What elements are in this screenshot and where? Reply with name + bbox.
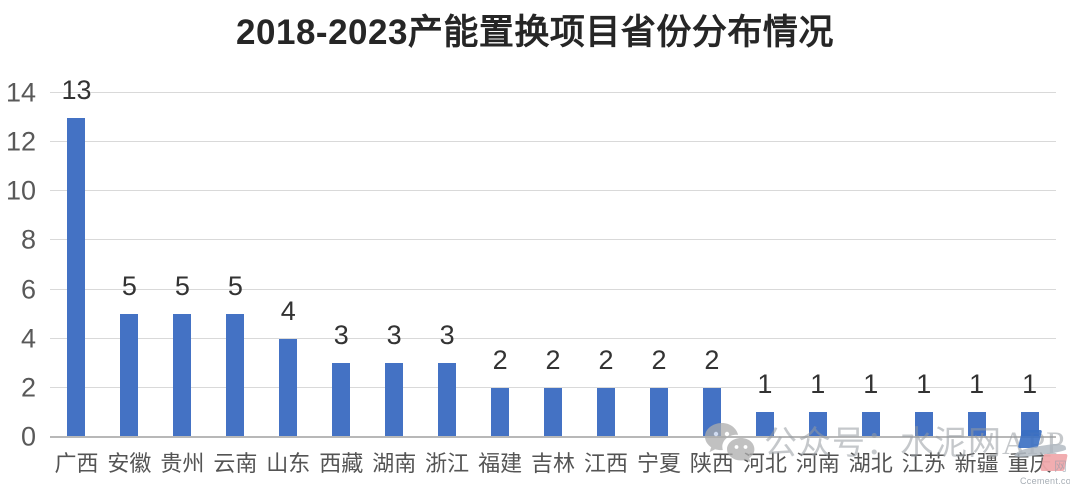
bar bbox=[120, 314, 139, 437]
bar bbox=[438, 363, 457, 437]
x-tick-label: 湖南 bbox=[372, 451, 417, 476]
bar bbox=[967, 412, 986, 437]
bar-value-label: 2 bbox=[492, 344, 508, 375]
x-tick-label: 陕西 bbox=[689, 451, 734, 476]
bar bbox=[755, 412, 774, 437]
bar-value-label: 5 bbox=[174, 271, 190, 302]
bar bbox=[914, 412, 933, 437]
x-axis-labels: 广西 安徽 贵州 云南 山东 西藏 湖南 浙江 福建 吉林 江西 宁夏 陕西 河北 河南 湖北 江苏 新疆 重庆 bbox=[50, 449, 1056, 479]
bar-slot: 1 bbox=[738, 93, 791, 437]
x-tick-label: 宁夏 bbox=[636, 451, 681, 476]
bar-slot: 4 bbox=[262, 93, 315, 437]
bar-value-label: 1 bbox=[969, 369, 985, 400]
bar-slot: 2 bbox=[632, 93, 685, 437]
y-tick-label: 4 bbox=[20, 323, 36, 354]
bar-value-label: 2 bbox=[704, 344, 720, 375]
bar-value-label: 3 bbox=[333, 320, 349, 351]
bar-value-label: 13 bbox=[61, 74, 92, 105]
bar-slot: 3 bbox=[421, 93, 474, 437]
gridline bbox=[50, 190, 1056, 192]
bar-value-label: 5 bbox=[121, 271, 137, 302]
bar bbox=[67, 117, 86, 437]
x-tick-label: 广西 bbox=[54, 451, 99, 476]
x-tick-label: 浙江 bbox=[425, 451, 470, 476]
x-tick-label: 西藏 bbox=[319, 451, 364, 476]
bar-slot: 5 bbox=[156, 93, 209, 437]
bars-row: 13 5 5 5 4 3 3 3 2 2 2 2 2 1 1 1 1 1 1 bbox=[50, 76, 1056, 437]
gridline bbox=[50, 288, 1056, 290]
gridline bbox=[50, 141, 1056, 143]
gridline bbox=[50, 92, 1056, 93]
gridline bbox=[50, 239, 1056, 241]
bar-value-label: 2 bbox=[545, 344, 561, 375]
bar-slot: 3 bbox=[315, 93, 368, 437]
logo-cn-char: 网 bbox=[1054, 459, 1068, 474]
bar-value-label: 3 bbox=[386, 320, 402, 351]
bar-slot: 1 bbox=[791, 93, 844, 437]
bar-value-label: 2 bbox=[651, 344, 667, 375]
x-tick-label: 吉林 bbox=[531, 451, 576, 476]
bar bbox=[226, 314, 245, 437]
y-tick-label: 14 bbox=[5, 77, 36, 108]
y-tick-label: 10 bbox=[5, 175, 36, 206]
bar-slot: 1 bbox=[950, 93, 1003, 437]
bar-slot: 2 bbox=[685, 93, 738, 437]
bar bbox=[808, 412, 827, 437]
bar-slot: 2 bbox=[580, 93, 633, 437]
y-axis-tick-labels: 0 2 4 6 8 10 12 14 bbox=[0, 79, 40, 450]
bar bbox=[702, 387, 721, 437]
logo-domain-text: Ccement.com bbox=[1020, 476, 1070, 486]
gridline bbox=[50, 337, 1056, 339]
x-tick-label: 新疆 bbox=[954, 451, 999, 476]
bar-slot: 13 bbox=[50, 76, 103, 437]
y-tick-label: 8 bbox=[20, 224, 36, 255]
chart-title: 2018-2023产能置换项目省份分布情况 bbox=[236, 13, 834, 52]
x-tick-label: 福建 bbox=[478, 451, 523, 476]
ccement-logo: 网 Ccement.com bbox=[1013, 428, 1070, 488]
bar bbox=[279, 338, 298, 437]
y-tick-label: 6 bbox=[20, 274, 36, 305]
bar-slot: 1 bbox=[844, 93, 897, 437]
x-axis-line bbox=[50, 436, 1056, 438]
bar-slot: 5 bbox=[103, 93, 156, 437]
bar-slot: 1 bbox=[1003, 93, 1056, 437]
bar bbox=[491, 387, 510, 437]
y-tick-label: 12 bbox=[5, 126, 36, 157]
bar-value-label: 4 bbox=[280, 295, 296, 326]
x-tick-label: 贵州 bbox=[160, 451, 205, 476]
bar-value-label: 2 bbox=[598, 344, 614, 375]
bar-slot: 3 bbox=[368, 93, 421, 437]
x-tick-label: 江苏 bbox=[901, 451, 946, 476]
bar-value-label: 1 bbox=[916, 369, 932, 400]
gridline bbox=[50, 386, 1056, 388]
plot-area: 13 5 5 5 4 3 3 3 2 2 2 2 2 1 1 1 1 1 1 bbox=[50, 76, 1056, 437]
bar-value-label: 3 bbox=[439, 320, 455, 351]
bar bbox=[861, 412, 880, 437]
bar-value-label: 1 bbox=[1022, 369, 1038, 400]
bar bbox=[332, 363, 351, 437]
bar bbox=[597, 387, 615, 437]
bar-slot: 2 bbox=[474, 93, 527, 437]
bar bbox=[385, 363, 404, 437]
bar-slot: 2 bbox=[527, 93, 580, 437]
x-tick-label: 江西 bbox=[584, 451, 629, 476]
bar-value-label: 1 bbox=[810, 369, 826, 400]
bar bbox=[173, 314, 192, 437]
bar-value-label: 1 bbox=[863, 369, 879, 400]
bar-value-label: 1 bbox=[757, 369, 773, 400]
x-tick-label: 河南 bbox=[795, 451, 840, 476]
bar-value-label: 5 bbox=[227, 271, 243, 302]
bar-slot: 1 bbox=[897, 93, 950, 437]
bar bbox=[649, 387, 668, 437]
y-tick-label: 0 bbox=[20, 421, 36, 452]
x-tick-label: 河北 bbox=[742, 451, 787, 476]
x-tick-label: 云南 bbox=[213, 451, 258, 476]
bar bbox=[544, 387, 563, 437]
x-tick-label: 湖北 bbox=[848, 451, 893, 476]
bar-slot: 5 bbox=[209, 93, 262, 437]
y-tick-label: 2 bbox=[20, 372, 36, 403]
x-tick-label: 山东 bbox=[266, 451, 311, 476]
x-tick-label: 安徽 bbox=[107, 451, 152, 476]
